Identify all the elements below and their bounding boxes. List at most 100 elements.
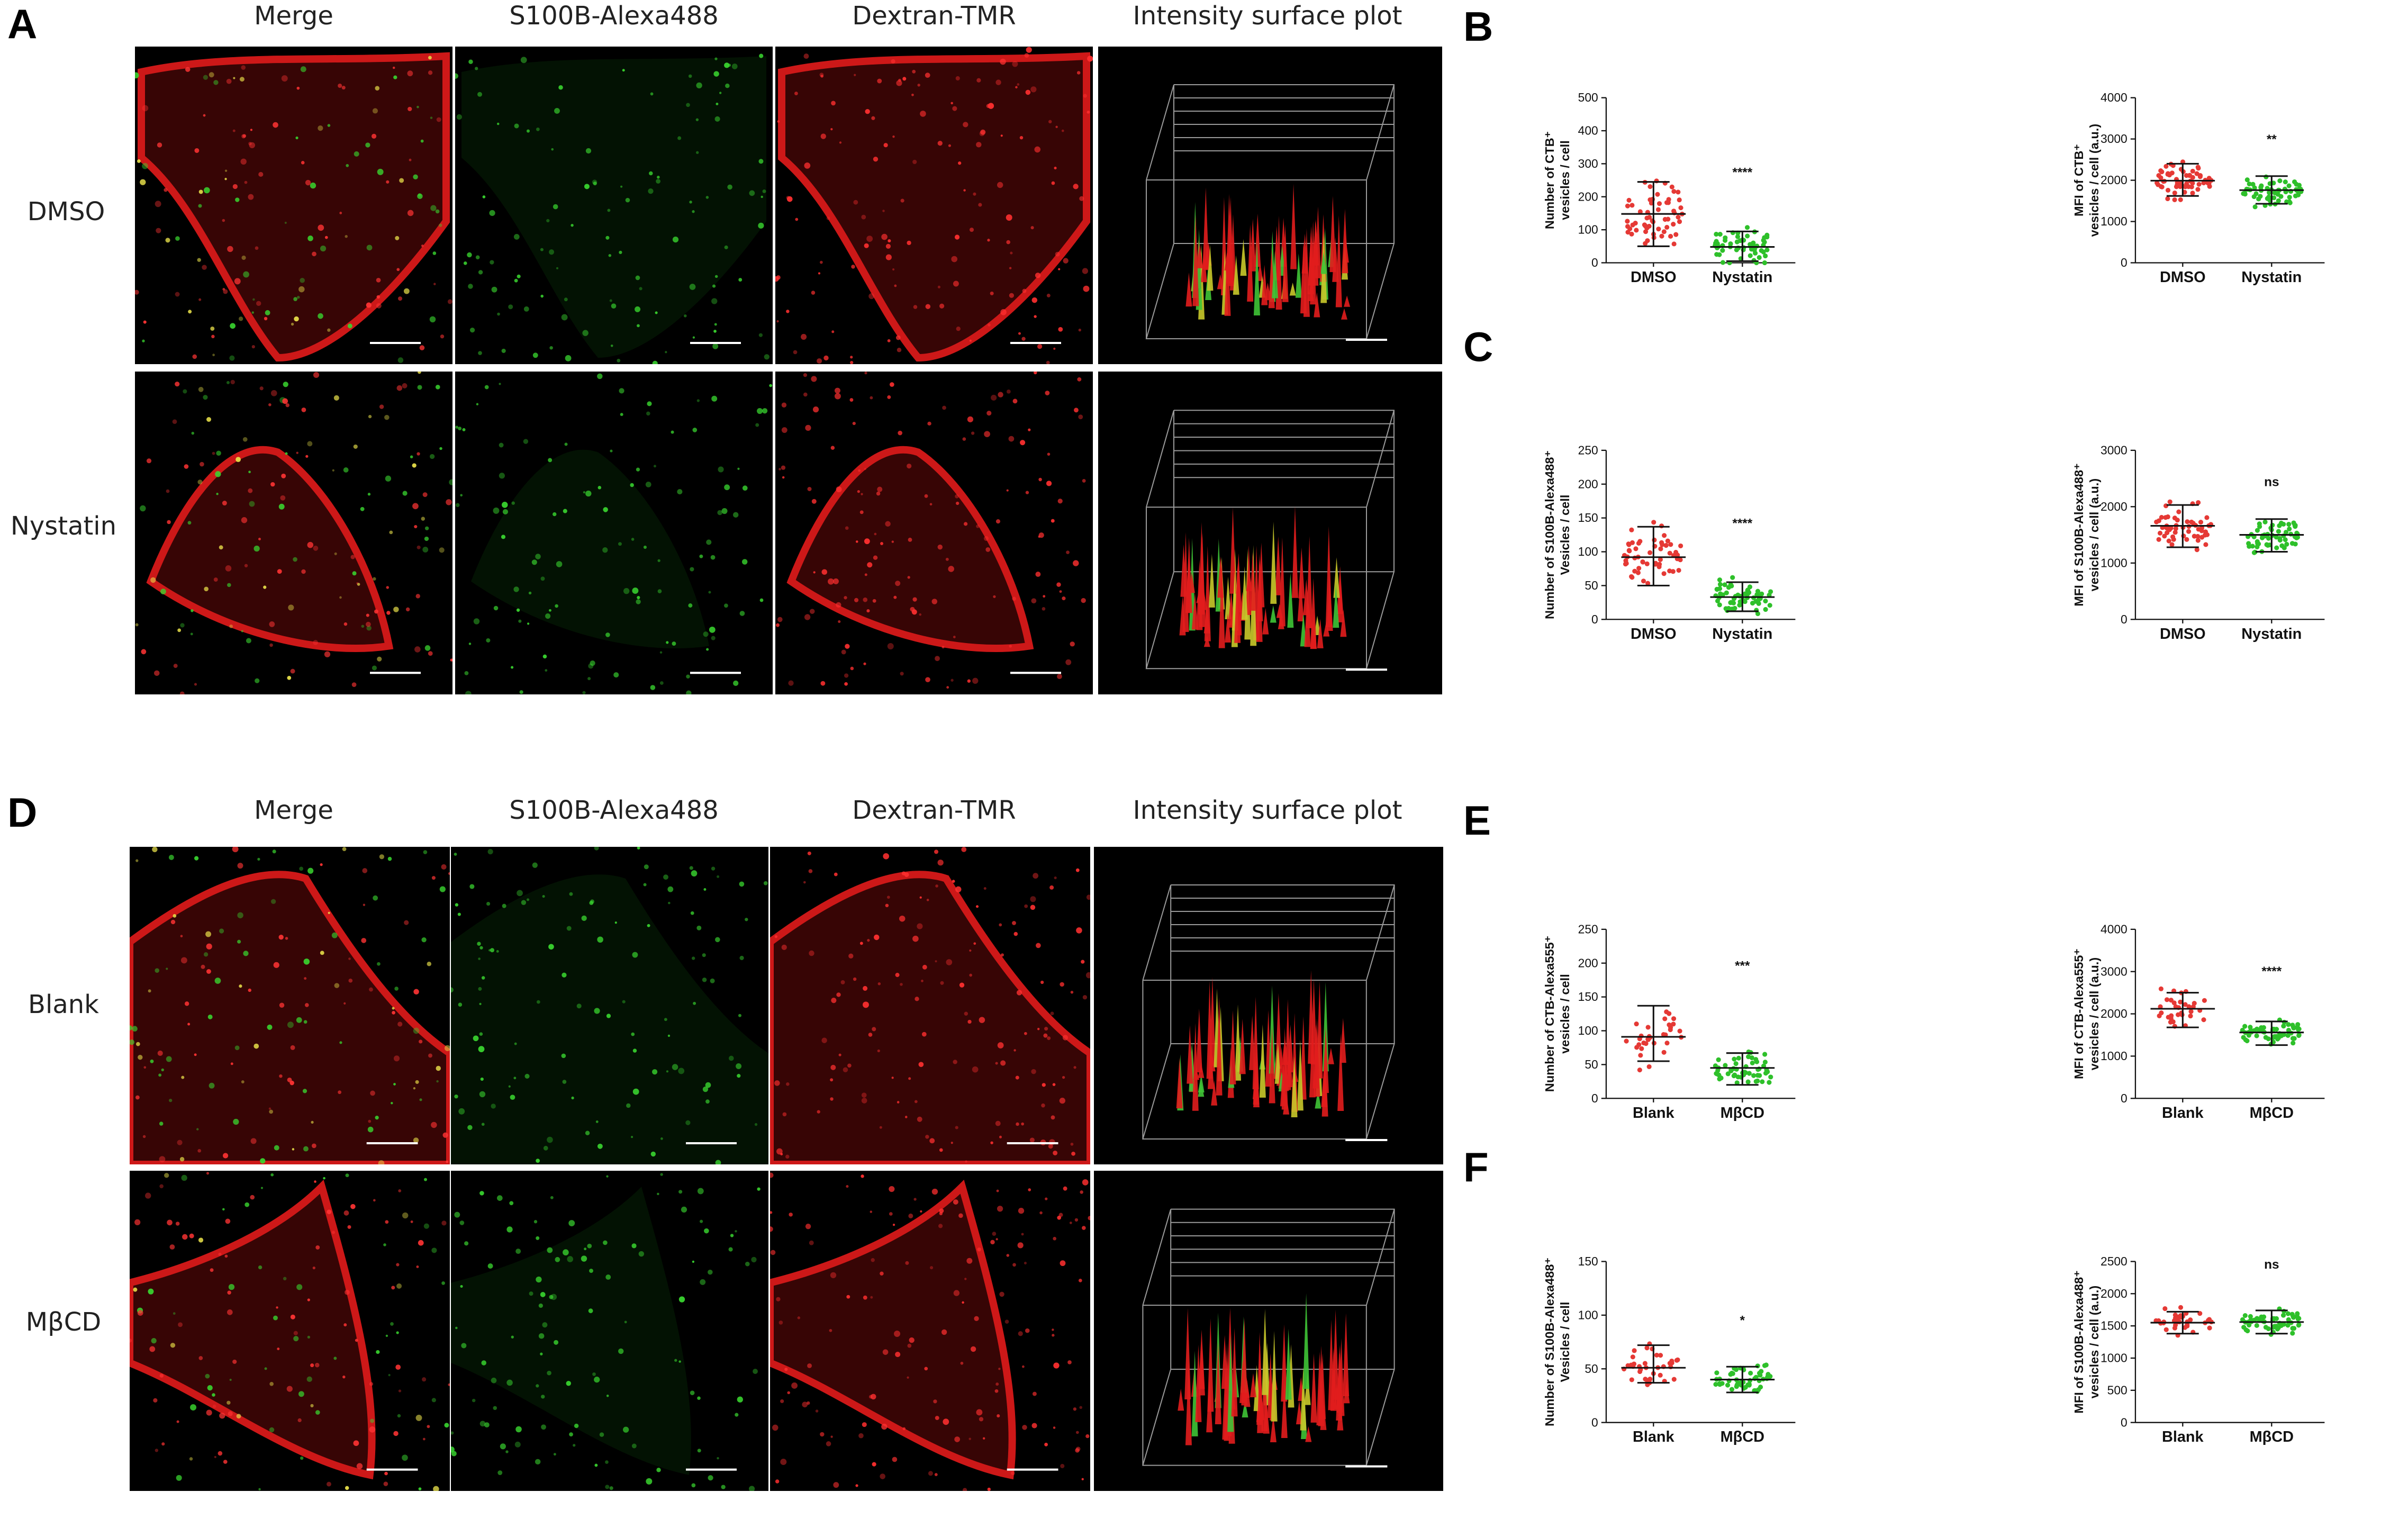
data-point (1750, 1060, 1755, 1065)
data-point (1714, 231, 1719, 237)
data-point (2254, 1026, 2260, 1032)
data-point (2254, 1323, 2259, 1328)
data-point (2188, 1009, 2194, 1014)
significance-label: *** (1735, 959, 1750, 973)
row-label-mbcd: MβCD (25, 1307, 102, 1337)
y-tick-label: 0 (2121, 256, 2128, 269)
data-point (2242, 191, 2248, 196)
micro-a-nystatin-red (775, 372, 1093, 694)
data-point (1713, 1382, 1718, 1387)
data-point (1763, 1071, 1769, 1076)
data-point (2263, 1325, 2268, 1330)
data-point (1714, 1370, 1719, 1376)
data-point (1630, 540, 1635, 545)
data-point (1665, 538, 1670, 544)
y-tick-label: 0 (1591, 1415, 1598, 1429)
data-point (1737, 602, 1742, 608)
data-point (1671, 209, 1677, 214)
data-point (1725, 1071, 1731, 1077)
data-point (2192, 1001, 2197, 1006)
data-point (1659, 233, 1664, 239)
y-tick-label: 1500 (2101, 1319, 2128, 1333)
data-point (2283, 179, 2288, 185)
data-point (1642, 1361, 1647, 1366)
data-point (2178, 999, 2183, 1005)
data-point (1768, 1074, 1773, 1080)
x-category-1: MβCD (2250, 1428, 2294, 1445)
data-point (1668, 542, 1673, 547)
data-point (1669, 184, 1674, 189)
data-point (2287, 195, 2292, 200)
data-point (1671, 1021, 1676, 1027)
plot-b-right: 0 1000 2000 3000 4000 MFI of CTB⁺vesicles / c… (2043, 53, 2329, 302)
data-point (1729, 1370, 1734, 1376)
data-point (1717, 577, 1723, 583)
data-point (1634, 1021, 1639, 1027)
data-point (1736, 1055, 1741, 1061)
data-point (2207, 1325, 2212, 1331)
data-point (2185, 519, 2190, 525)
data-point (2187, 173, 2193, 178)
data-point (2242, 1313, 2248, 1318)
data-point (1746, 1071, 1752, 1076)
panel-letter-d: D (7, 789, 38, 836)
data-point (2203, 542, 2208, 547)
data-point (1627, 226, 1633, 231)
data-point (1767, 603, 1772, 608)
data-point (1714, 239, 1719, 244)
micro-a-dmso-surface (1098, 47, 1442, 364)
data-point (2158, 986, 2163, 991)
col-title-merge-d: Merge (254, 795, 333, 825)
col-title-dextran: Dextran-TMR (852, 1, 1016, 31)
data-point (2294, 1314, 2300, 1319)
data-point (1676, 214, 1681, 220)
data-point (1623, 562, 1628, 567)
data-point (2195, 165, 2201, 170)
panel-letter-e: E (1463, 797, 1491, 844)
data-point (1714, 252, 1719, 257)
data-point (1724, 590, 1729, 595)
data-point (2286, 1022, 2291, 1027)
data-point (1714, 586, 1720, 592)
chart-B-left: 0 100 200 300 400 500 Number of CTB⁺vesicles /… (1543, 91, 1796, 286)
data-point (2165, 196, 2170, 202)
data-point (2189, 519, 2194, 525)
data-point (2171, 1000, 2177, 1006)
data-point (2162, 534, 2167, 539)
data-point (2204, 515, 2210, 520)
data-point (1757, 255, 1762, 260)
data-point (2291, 1315, 2296, 1320)
data-point (2162, 1306, 2168, 1312)
data-point (1734, 1080, 1740, 1086)
data-point (1656, 227, 1661, 232)
x-category-1: MβCD (2250, 1105, 2294, 1122)
data-point (2281, 1032, 2286, 1037)
data-point (1744, 225, 1750, 230)
data-point (1759, 1369, 1764, 1374)
data-point (2178, 1305, 2184, 1310)
data-point (2172, 516, 2177, 521)
data-point (2170, 1019, 2176, 1025)
x-category-0: Blank (1633, 1105, 1675, 1122)
data-point (2240, 1317, 2246, 1322)
data-point (1658, 1372, 1663, 1378)
data-point (1767, 1080, 1772, 1085)
panel-letter-f: F (1463, 1144, 1489, 1190)
data-point (1639, 1046, 1644, 1051)
data-point (1644, 561, 1650, 566)
y-tick-label: 3000 (2101, 964, 2128, 978)
data-point (1633, 221, 1638, 226)
data-point (2274, 545, 2279, 550)
data-point (1753, 250, 1758, 256)
data-point (1645, 238, 1650, 243)
data-point (2242, 1024, 2248, 1029)
data-point (1651, 520, 1656, 525)
data-point (1623, 558, 1628, 563)
data-point (2156, 537, 2161, 542)
data-point (1747, 584, 1753, 590)
data-point (1720, 248, 1725, 253)
y-tick-label: 100 (1578, 1024, 1598, 1037)
data-point (1655, 192, 1660, 197)
data-point (2266, 536, 2271, 541)
